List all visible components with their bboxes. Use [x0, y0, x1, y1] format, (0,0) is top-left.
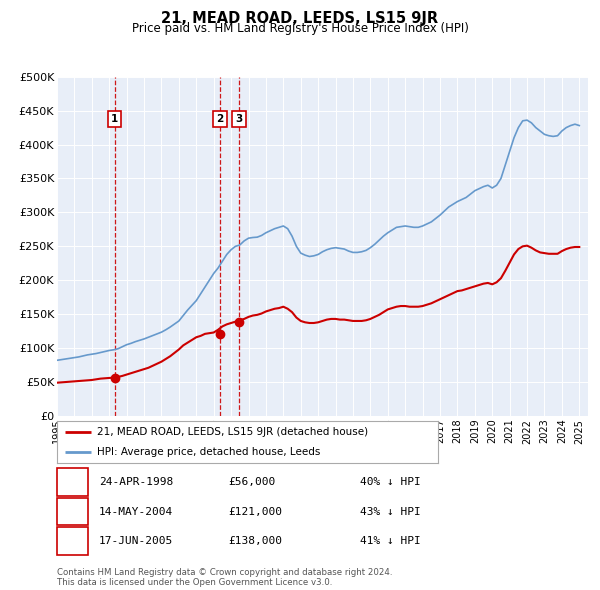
Text: 14-MAY-2004: 14-MAY-2004: [99, 507, 173, 516]
Text: 40% ↓ HPI: 40% ↓ HPI: [360, 477, 421, 487]
Text: 21, MEAD ROAD, LEEDS, LS15 9JR: 21, MEAD ROAD, LEEDS, LS15 9JR: [161, 11, 439, 25]
Text: 17-JUN-2005: 17-JUN-2005: [99, 536, 173, 546]
Text: Contains HM Land Registry data © Crown copyright and database right 2024.
This d: Contains HM Land Registry data © Crown c…: [57, 568, 392, 587]
Text: 43% ↓ HPI: 43% ↓ HPI: [360, 507, 421, 516]
Text: 41% ↓ HPI: 41% ↓ HPI: [360, 536, 421, 546]
Text: 21, MEAD ROAD, LEEDS, LS15 9JR (detached house): 21, MEAD ROAD, LEEDS, LS15 9JR (detached…: [97, 427, 368, 437]
Text: HPI: Average price, detached house, Leeds: HPI: Average price, detached house, Leed…: [97, 447, 320, 457]
Text: 1: 1: [69, 477, 76, 487]
Text: £121,000: £121,000: [228, 507, 282, 516]
Text: 24-APR-1998: 24-APR-1998: [99, 477, 173, 487]
Text: 1: 1: [111, 114, 118, 124]
Text: Price paid vs. HM Land Registry's House Price Index (HPI): Price paid vs. HM Land Registry's House …: [131, 22, 469, 35]
Text: 3: 3: [69, 536, 76, 546]
Text: £56,000: £56,000: [228, 477, 275, 487]
Text: 2: 2: [69, 507, 76, 516]
Text: 3: 3: [235, 114, 243, 124]
Text: £138,000: £138,000: [228, 536, 282, 546]
Text: 2: 2: [217, 114, 224, 124]
